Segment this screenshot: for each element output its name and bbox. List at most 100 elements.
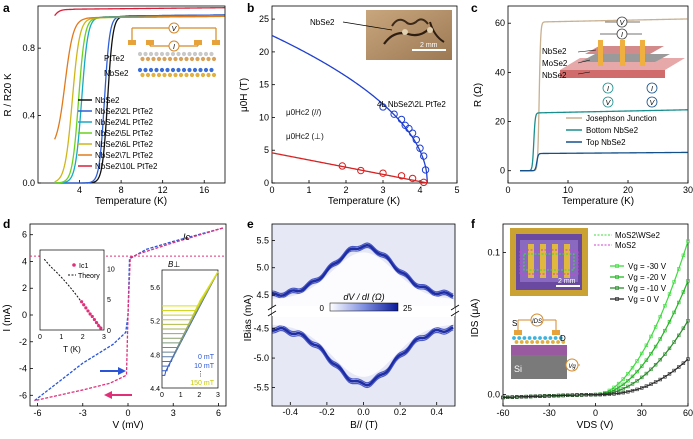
inset1-point-8 bbox=[97, 324, 101, 328]
atom-a-0-5 bbox=[165, 51, 170, 57]
atom-a-1-8 bbox=[184, 56, 189, 62]
marker-f-0-27 bbox=[626, 372, 630, 376]
marker-f-3-21 bbox=[598, 392, 602, 397]
a-xtick-label-0: 4 bbox=[77, 185, 82, 195]
inset2-label-dots: ⋮ bbox=[197, 371, 204, 378]
substrate-label-f: Si bbox=[514, 364, 522, 374]
panel-c: c 0 10 20 30 0 20 40 60 Temperature (K) R (Ω) V… bbox=[471, 1, 693, 207]
panel-letter-a: a bbox=[3, 1, 10, 15]
axes-frame-c bbox=[507, 5, 689, 184]
marker-f-2-36 bbox=[667, 346, 672, 351]
marker-f-3-39 bbox=[681, 361, 686, 365]
atom-a-1-11 bbox=[200, 56, 206, 62]
atom-f-0-6 bbox=[543, 336, 548, 340]
d-ytick-label-6: 6 bbox=[22, 230, 27, 240]
panel-b: b 0 1 2 3 4 5 0 5 10 15 20 25 Temperature (K) μ0H (… bbox=[239, 1, 460, 207]
b-xtick-label-4: 4 bbox=[417, 185, 422, 195]
marker-f-3-13 bbox=[561, 393, 565, 398]
series-line-c-0 bbox=[520, 18, 688, 172]
marker-f-3-27 bbox=[626, 390, 630, 394]
atom-a-0-1 bbox=[143, 51, 148, 57]
marker-f-2-40 bbox=[686, 318, 690, 323]
atom-f-1-0 bbox=[514, 340, 519, 344]
f-xtick-label-1: -30 bbox=[543, 408, 556, 418]
marker-f-0-26 bbox=[621, 377, 625, 381]
marker-f-3-38 bbox=[677, 365, 681, 369]
marker-f-0-28 bbox=[630, 365, 635, 370]
marker-f-3-1 bbox=[505, 395, 510, 399]
circuit-schematic-f: IDS Vg S D Si bbox=[511, 313, 580, 379]
marker-f-3-23 bbox=[607, 392, 612, 396]
b-xtick-label-0: 0 bbox=[269, 185, 274, 195]
b-xtick-label-3: 3 bbox=[380, 185, 385, 195]
data-point-b-1-1 bbox=[357, 166, 365, 175]
colorbar-max: 25 bbox=[403, 304, 412, 313]
svg-text:V: V bbox=[650, 100, 656, 107]
marker-f-2-31 bbox=[644, 371, 649, 376]
scale-bar-label-b: 2 mm bbox=[420, 42, 438, 49]
d-ytick-label-2: -2 bbox=[19, 337, 27, 347]
legend-label-a-0: NbSe2 bbox=[95, 96, 120, 105]
heatmap-features-e bbox=[271, 242, 455, 389]
marker-f-3-2 bbox=[510, 395, 514, 399]
atom-f-1-6 bbox=[545, 340, 550, 344]
atom-a-2-9 bbox=[187, 67, 192, 73]
svg-text:V: V bbox=[172, 26, 178, 33]
marker-f-3-35 bbox=[663, 375, 667, 379]
marker-f-1-33 bbox=[653, 344, 658, 349]
series-lines-c bbox=[520, 18, 688, 172]
b-xtick-label-1: 1 bbox=[306, 185, 311, 195]
f-ytick-label-1: 0.1 bbox=[487, 247, 500, 257]
legend-label-f-3: Vg = 0 V bbox=[628, 295, 660, 304]
marker-f-1-27 bbox=[626, 378, 630, 383]
heatmap-inner-bottom bbox=[272, 317, 455, 377]
a-xtick-label-3: 16 bbox=[199, 185, 209, 195]
b-ytick-label-4: 20 bbox=[259, 47, 269, 57]
atom-a-0-2 bbox=[148, 51, 154, 57]
atom-a-1-6 bbox=[173, 56, 178, 62]
e-ytick-top-label-2: 5.5 bbox=[256, 235, 269, 245]
atom-a-1-5 bbox=[167, 56, 173, 62]
atom-a-0-11 bbox=[198, 51, 203, 57]
axis-ticks-a: 4 8 12 16 0.0 0.4 0.8 bbox=[22, 43, 209, 195]
legend-label-a-2: NbSe2\4L PtTe2 bbox=[95, 118, 154, 127]
marker-f-3-14 bbox=[566, 393, 570, 397]
series-line-a-2 bbox=[54, 14, 225, 184]
x-axis-label-e: B// (T) bbox=[350, 420, 378, 431]
marker-f-3-16 bbox=[575, 393, 579, 397]
b-xtick-label-2: 2 bbox=[343, 185, 348, 195]
e-ytick-bottom-label-2: -4.5 bbox=[253, 324, 269, 334]
marker-f-2-39 bbox=[681, 326, 686, 330]
atom-a-1-12 bbox=[206, 56, 211, 62]
y-axis-label-e: IBias (mA) bbox=[243, 295, 254, 342]
marker-f-3-30 bbox=[640, 386, 644, 390]
inset2-ytick-3: 5.6 bbox=[150, 285, 160, 292]
marker-f-3-9 bbox=[542, 394, 547, 398]
marker-f-3-5 bbox=[524, 394, 528, 399]
inset1-xtick-2: 2 bbox=[81, 334, 85, 341]
atom-a-1-10 bbox=[195, 56, 200, 62]
inset1-point-7 bbox=[94, 321, 99, 325]
marker-f-0-35 bbox=[663, 304, 667, 308]
atom-a-2-11 bbox=[198, 67, 203, 73]
inset1-point-6 bbox=[92, 317, 96, 322]
atom-a-1-7 bbox=[178, 56, 184, 62]
legend-c: Josephson Junction Bottom NbSe2 Top NbSe2 bbox=[566, 114, 657, 147]
marker-f-3-25 bbox=[616, 391, 621, 396]
marker-f-0-25 bbox=[616, 381, 621, 386]
svg-text:I: I bbox=[607, 86, 609, 93]
atom-a-2-5 bbox=[165, 67, 170, 73]
atom-a-2-2 bbox=[148, 67, 154, 73]
axis-ticks-f: -60 -30 0 30 60 0.0 0.1 bbox=[487, 247, 693, 418]
atom-a-0-0 bbox=[137, 51, 143, 57]
colorbar-e: 0 25 dV / dI (Ω) bbox=[320, 292, 413, 313]
a-xtick-label-1: 8 bbox=[119, 185, 124, 195]
marker-f-3-34 bbox=[658, 377, 662, 382]
atom-a-3-2 bbox=[151, 72, 156, 78]
inset1-ytick-0: 0 bbox=[107, 328, 111, 335]
atom-f-1-5 bbox=[540, 340, 545, 344]
b-ytick-label-5: 25 bbox=[259, 14, 269, 24]
axis-break-band bbox=[272, 307, 455, 316]
svg-text:I: I bbox=[173, 44, 175, 51]
b-ytick-label-2: 10 bbox=[259, 112, 269, 122]
